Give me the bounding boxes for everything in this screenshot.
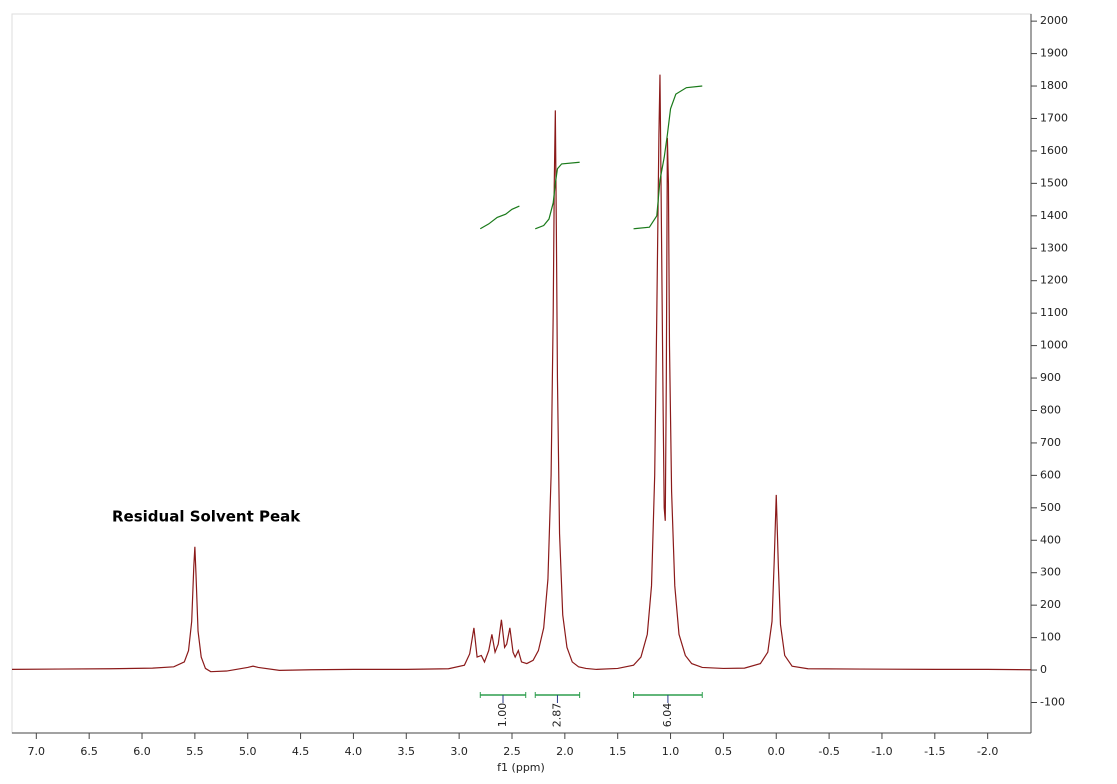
x-tick-label: 2.5 xyxy=(503,745,521,758)
y-tick-label: 1200 xyxy=(1040,274,1068,287)
integral-curve xyxy=(479,205,520,230)
y-tick-label: 1400 xyxy=(1040,209,1068,222)
y-tick-label: 1900 xyxy=(1040,47,1068,60)
x-tick-label: -1.0 xyxy=(871,745,892,758)
x-tick-label: 6.5 xyxy=(80,745,98,758)
x-tick-label: 0.5 xyxy=(715,745,733,758)
y-tick-label: 900 xyxy=(1040,371,1061,384)
integral-label: 1.00 xyxy=(496,703,509,728)
y-tick-label: 1600 xyxy=(1040,144,1068,157)
y-tick-label: 500 xyxy=(1040,501,1061,514)
y-tick-label: 1800 xyxy=(1040,79,1068,92)
y-tick-label: 100 xyxy=(1040,631,1061,644)
annotation: Residual Solvent Peak xyxy=(112,508,301,526)
y-tick-label: 300 xyxy=(1040,566,1061,579)
y-tick-label: 800 xyxy=(1040,403,1061,416)
x-tick-label: 7.0 xyxy=(28,745,46,758)
x-tick-label: 4.0 xyxy=(345,745,363,758)
x-tick-label: 4.5 xyxy=(292,745,310,758)
y-tick-label: 600 xyxy=(1040,468,1061,481)
integral-label: 6.04 xyxy=(661,703,674,728)
y-tick-label: 1700 xyxy=(1040,111,1068,124)
y-tick-label: 200 xyxy=(1040,598,1061,611)
y-tick-label: 0 xyxy=(1040,663,1047,676)
x-tick-label: -2.0 xyxy=(977,745,998,758)
x-tick-label: -0.5 xyxy=(818,745,839,758)
x-tick-label: -1.5 xyxy=(924,745,945,758)
y-tick-label: 700 xyxy=(1040,436,1061,449)
y-tick-label: 1500 xyxy=(1040,176,1068,189)
x-tick-label: 1.5 xyxy=(609,745,627,758)
x-tick-label: 6.0 xyxy=(133,745,151,758)
integral-curve xyxy=(535,161,580,230)
x-tick-label: 5.0 xyxy=(239,745,257,758)
plot-frame xyxy=(11,13,1032,734)
y-tick-label: 1000 xyxy=(1040,339,1068,352)
y-tick-label: 400 xyxy=(1040,533,1061,546)
y-tick-label: 1300 xyxy=(1040,241,1068,254)
spectrum-line xyxy=(11,74,1032,673)
x-tick-label: 1.0 xyxy=(662,745,680,758)
x-tick-label: 3.0 xyxy=(450,745,468,758)
x-tick-label: 2.0 xyxy=(556,745,574,758)
x-tick-label: 0.0 xyxy=(768,745,786,758)
x-tick-label: 5.5 xyxy=(186,745,204,758)
integral-curve xyxy=(633,85,703,230)
integral-label: 2.87 xyxy=(550,703,563,728)
x-axis-label: f1 (ppm) xyxy=(497,761,545,774)
y-tick-label: -100 xyxy=(1040,696,1065,709)
y-tick-label: 2000 xyxy=(1040,14,1068,27)
x-tick-label: 3.5 xyxy=(398,745,416,758)
y-tick-label: 1100 xyxy=(1040,306,1068,319)
